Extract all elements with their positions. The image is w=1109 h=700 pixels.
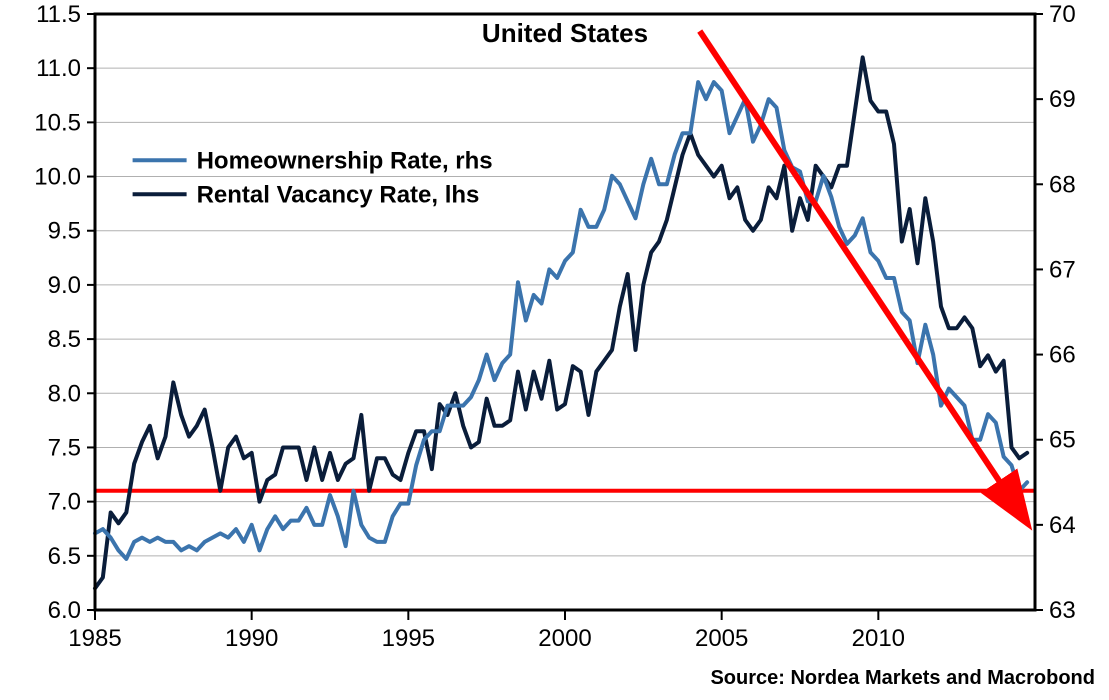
y-tick-left: 6.0 bbox=[48, 597, 81, 624]
x-tick: 2005 bbox=[695, 625, 748, 652]
y-tick-left: 8.0 bbox=[48, 380, 81, 407]
x-tick: 2000 bbox=[538, 625, 591, 652]
y-tick-left: 10.0 bbox=[34, 164, 81, 191]
gridlines bbox=[95, 14, 1035, 610]
source-text: Source: Nordea Markets and Macrobond bbox=[710, 667, 1095, 689]
y-tick-left: 9.5 bbox=[48, 218, 81, 245]
y-axis-left: 6.0 6.5 7.0 7.5 8.0 8.5 9.0 9.5 10.0 10.5 11.0 11.5 bbox=[34, 1, 95, 624]
legend-label: Homeownership Rate, rhs bbox=[197, 147, 493, 174]
y-tick-right: 70 bbox=[1049, 1, 1076, 28]
y-tick-left: 8.5 bbox=[48, 326, 81, 353]
series-rental-vacancy bbox=[95, 57, 1027, 588]
y-tick-left: 11.5 bbox=[36, 1, 81, 28]
plot-border bbox=[95, 14, 1035, 610]
y-axis-right: 63 64 65 66 67 68 69 70 bbox=[1035, 1, 1076, 624]
y-tick-left: 7.0 bbox=[48, 489, 81, 516]
y-tick-left: 10.5 bbox=[34, 109, 81, 136]
y-tick-left: 9.0 bbox=[48, 272, 81, 299]
y-tick-right: 64 bbox=[1049, 512, 1076, 539]
y-tick-right: 68 bbox=[1049, 171, 1076, 198]
y-tick-left: 7.5 bbox=[48, 434, 81, 461]
x-axis: 1985 1990 1995 2000 2005 2010 bbox=[68, 610, 905, 652]
y-tick-left: 6.5 bbox=[48, 543, 81, 570]
x-tick: 1990 bbox=[225, 625, 278, 652]
y-tick-right: 67 bbox=[1049, 256, 1076, 283]
chart-title: United States bbox=[482, 18, 648, 48]
x-tick: 1985 bbox=[68, 625, 121, 652]
legend: Homeownership Rate, rhs Rental Vacancy Ra… bbox=[133, 147, 493, 208]
y-tick-right: 63 bbox=[1049, 597, 1076, 624]
chart-svg: 6.0 6.5 7.0 7.5 8.0 8.5 9.0 9.5 10.0 10.5 11.0 11.5… bbox=[0, 0, 1109, 700]
y-tick-left: 11.0 bbox=[36, 55, 81, 82]
y-tick-right: 65 bbox=[1049, 427, 1076, 454]
y-tick-right: 69 bbox=[1049, 86, 1076, 113]
x-tick: 1995 bbox=[382, 625, 435, 652]
legend-label: Rental Vacancy Rate, lhs bbox=[197, 181, 480, 208]
y-tick-right: 66 bbox=[1049, 342, 1076, 369]
chart-container: 6.0 6.5 7.0 7.5 8.0 8.5 9.0 9.5 10.0 10.5 11.0 11.5… bbox=[0, 0, 1109, 700]
x-tick: 2010 bbox=[852, 625, 905, 652]
